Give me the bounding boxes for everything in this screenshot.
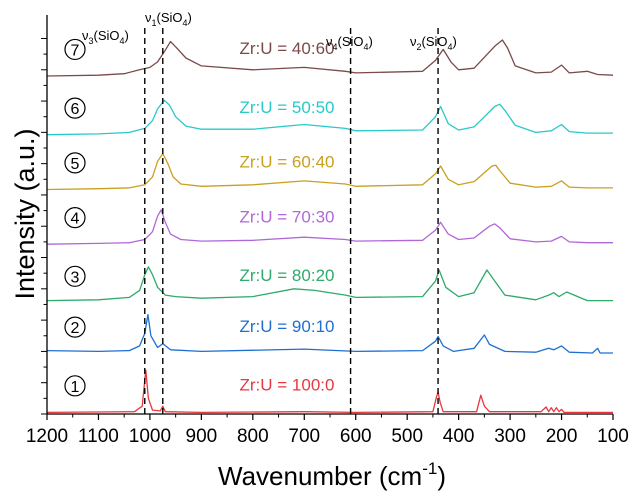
x-tick-label: 1100: [78, 426, 119, 447]
x-tick-label: 500: [391, 426, 423, 447]
x-tick-label: 200: [546, 426, 578, 447]
reference-line-label: ν1(SiO4): [145, 10, 192, 28]
series-7: 7 Zr:U = 40:60: [46, 38, 614, 77]
reference-line-1: ν3(SiO4): [82, 28, 146, 414]
series-marker-circle: [64, 152, 86, 174]
x-tick-label: 300: [494, 426, 526, 447]
reference-line-3: ν4(SiO4): [326, 28, 373, 414]
reference-line-2: ν1(SiO4): [145, 10, 192, 414]
series-line: [46, 152, 613, 191]
series-marker-circle: [64, 265, 86, 287]
series-marker-number: 5: [71, 156, 80, 173]
series-marker-number: 4: [71, 211, 80, 228]
series-marker-number: 1: [71, 379, 80, 396]
series-marker-number: 7: [71, 42, 80, 59]
series-name-label: Zr:U = 100:0: [240, 376, 335, 395]
series-name-label: Zr:U = 60:40: [240, 153, 335, 172]
reference-line-label: ν4(SiO4): [326, 34, 373, 52]
y-axis-label: Intensity (a.u.): [10, 128, 40, 299]
series-line: [46, 99, 613, 136]
series-marker-circle: [64, 97, 86, 119]
axes: 1200 1100 1000 900 800 700 600 500 400 300 200 100: [26, 15, 629, 447]
x-tick-label: 1200: [26, 426, 68, 447]
x-axis-label-close: ): [437, 461, 446, 491]
series-layer: 1 Zr:U = 100:0 2 Zr:U = 90:10 3 Zr:U = 80:20 4…: [46, 38, 614, 414]
reference-line-label: ν2(SiO4): [410, 34, 457, 52]
series-line: [46, 313, 613, 354]
series-line: [46, 266, 613, 302]
series-marker-circle: [64, 38, 86, 61]
series-name-label: Zr:U = 90:10: [240, 317, 335, 336]
series-marker-circle: [64, 375, 86, 397]
x-tick-label: 900: [186, 426, 218, 447]
series-line: [46, 39, 614, 77]
series-6: 6 Zr:U = 50:50: [46, 97, 613, 136]
x-tick-label: 600: [340, 426, 372, 447]
series-marker-number: 3: [71, 269, 80, 286]
reference-line-4: ν2(SiO4): [410, 28, 457, 414]
reference-lines: ν3(SiO4) ν1(SiO4) ν4(SiO4) ν2(SiO4): [82, 10, 457, 414]
x-tick-label: 700: [288, 426, 320, 447]
series-4: 4 Zr:U = 70:30: [46, 207, 613, 245]
series-2: 2 Zr:U = 90:10: [46, 313, 613, 354]
series-3: 3 Zr:U = 80:20: [46, 265, 613, 302]
series-1: 1 Zr:U = 100:0: [46, 369, 613, 414]
x-axis-label-main: Wavenumber (cm: [218, 461, 422, 491]
series-name-label: Zr:U = 40:60: [240, 39, 335, 58]
x-tick-label: 800: [237, 426, 269, 447]
x-axis-label: Wavenumber (cm-1): [218, 459, 446, 491]
series-name-label: Zr:U = 50:50: [240, 98, 335, 117]
series-marker-circle: [64, 207, 86, 229]
series-name-label: Zr:U = 80:20: [240, 266, 335, 285]
series-line: [46, 369, 613, 414]
x-tick-label: 400: [443, 426, 475, 447]
x-axis-label-sup: -1: [422, 459, 437, 478]
reference-line-label: ν3(SiO4): [82, 28, 129, 46]
series-name-label: Zr:U = 70:30: [240, 207, 335, 226]
series-marker-number: 6: [71, 101, 80, 118]
series-marker-circle: [64, 316, 86, 338]
series-line: [46, 209, 613, 245]
x-tick-label: 100: [597, 426, 629, 447]
series-5: 5 Zr:U = 60:40: [46, 152, 613, 191]
x-tick-label: 1000: [129, 426, 171, 447]
series-marker-number: 2: [71, 320, 80, 337]
